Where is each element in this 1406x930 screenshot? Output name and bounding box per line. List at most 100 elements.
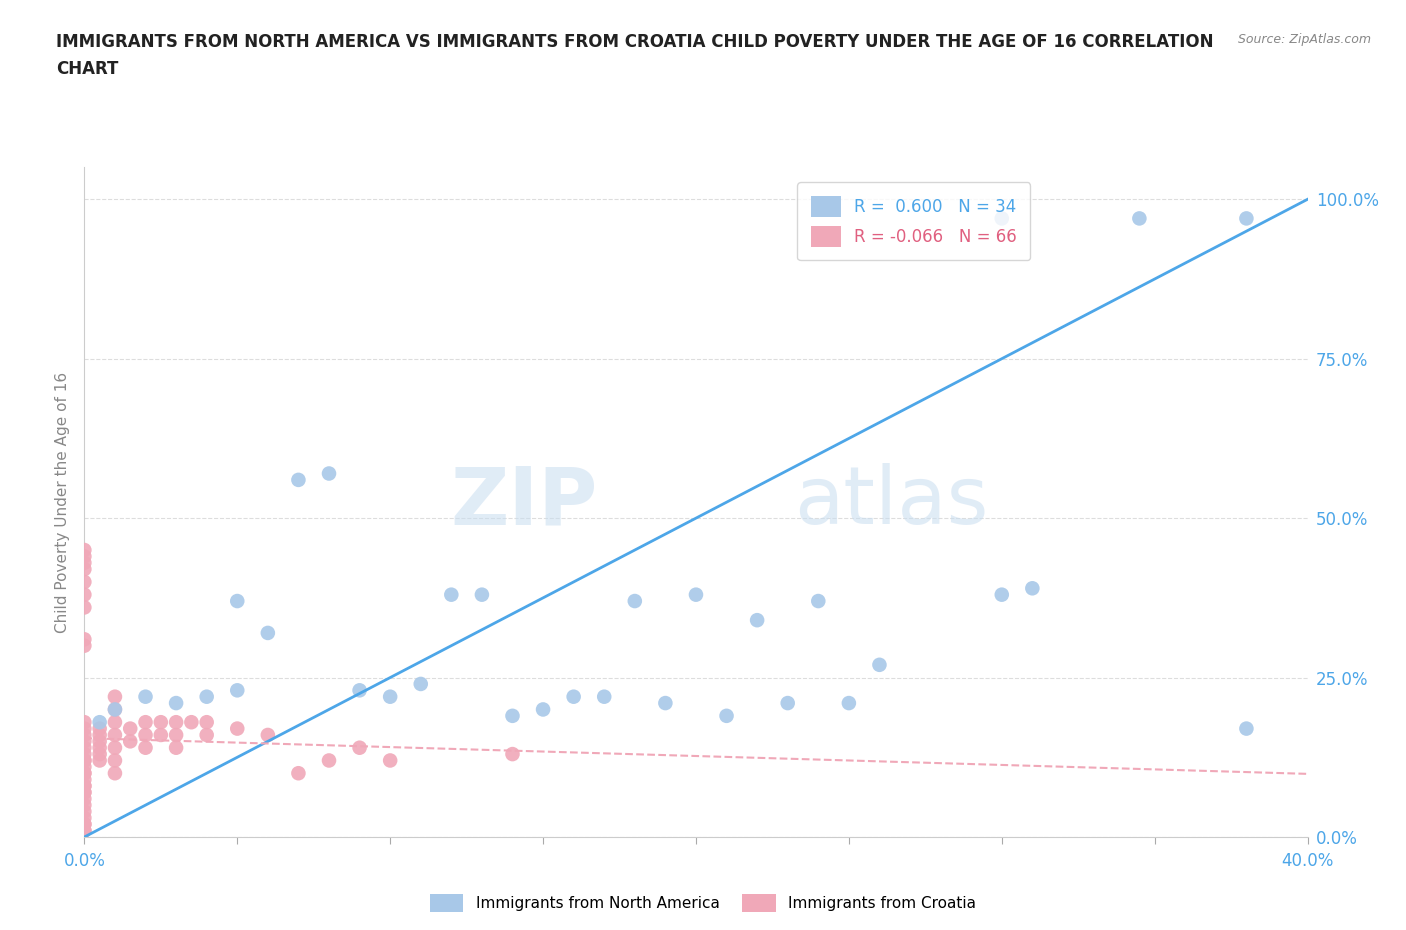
Point — [73, 631, 96, 646]
Text: ZIP: ZIP — [451, 463, 598, 541]
Point — [838, 696, 860, 711]
Point — [287, 472, 309, 487]
Point — [624, 593, 647, 608]
Point — [73, 542, 96, 557]
Point — [531, 702, 554, 717]
Text: Source: ZipAtlas.com: Source: ZipAtlas.com — [1237, 33, 1371, 46]
Point — [991, 211, 1014, 226]
Point — [120, 734, 142, 749]
Point — [89, 715, 111, 730]
Point — [73, 753, 96, 768]
Point — [73, 804, 96, 819]
Point — [318, 466, 340, 481]
Point — [257, 626, 280, 641]
Point — [73, 753, 96, 768]
Text: CHART: CHART — [56, 60, 118, 78]
Point — [73, 765, 96, 780]
Point — [562, 689, 585, 704]
Point — [195, 715, 218, 730]
Point — [195, 727, 218, 742]
Point — [73, 791, 96, 806]
Point — [165, 740, 187, 755]
Text: atlas: atlas — [794, 463, 988, 541]
Point — [73, 747, 96, 762]
Point — [135, 689, 157, 704]
Point — [165, 715, 187, 730]
Point — [318, 753, 340, 768]
Point — [89, 734, 111, 749]
Point — [593, 689, 616, 704]
Point — [135, 715, 157, 730]
Point — [73, 575, 96, 590]
Point — [380, 689, 402, 704]
Point — [73, 817, 96, 831]
Point — [180, 715, 202, 730]
Point — [409, 676, 432, 691]
Point — [73, 823, 96, 838]
Point — [716, 709, 738, 724]
Point — [73, 740, 96, 755]
Point — [226, 721, 249, 736]
Point — [73, 798, 96, 813]
Point — [73, 765, 96, 780]
Point — [104, 702, 127, 717]
Point — [73, 562, 96, 577]
Point — [73, 810, 96, 825]
Point — [135, 727, 157, 742]
Point — [502, 709, 524, 724]
Point — [165, 696, 187, 711]
Text: IMMIGRANTS FROM NORTH AMERICA VS IMMIGRANTS FROM CROATIA CHILD POVERTY UNDER THE: IMMIGRANTS FROM NORTH AMERICA VS IMMIGRA… — [56, 33, 1213, 50]
Point — [654, 696, 676, 711]
Point — [349, 740, 371, 755]
Point — [73, 785, 96, 800]
Point — [73, 727, 96, 742]
Point — [73, 823, 96, 838]
Point — [89, 727, 111, 742]
Point — [104, 715, 127, 730]
Point — [89, 740, 111, 755]
Point — [685, 587, 707, 602]
Point — [104, 753, 127, 768]
Point — [73, 772, 96, 787]
Point — [73, 638, 96, 653]
Legend: Immigrants from North America, Immigrants from Croatia: Immigrants from North America, Immigrant… — [423, 888, 983, 918]
Point — [1128, 211, 1150, 226]
Point — [807, 593, 830, 608]
Point — [226, 593, 249, 608]
Point — [471, 587, 494, 602]
Point — [120, 721, 142, 736]
Point — [380, 753, 402, 768]
Point — [149, 727, 172, 742]
Point — [104, 727, 127, 742]
Point — [104, 702, 127, 717]
Point — [1021, 581, 1043, 596]
Point — [776, 696, 799, 711]
Point — [869, 658, 891, 672]
Point — [73, 587, 96, 602]
Point — [195, 689, 218, 704]
Point — [73, 785, 96, 800]
Point — [89, 747, 111, 762]
Legend: R =  0.600   N = 34, R = -0.066   N = 66: R = 0.600 N = 34, R = -0.066 N = 66 — [797, 182, 1031, 260]
Point — [73, 600, 96, 615]
Point — [73, 760, 96, 775]
Point — [73, 734, 96, 749]
Point — [73, 721, 96, 736]
Y-axis label: Child Poverty Under the Age of 16: Child Poverty Under the Age of 16 — [55, 372, 70, 632]
Point — [89, 753, 111, 768]
Point — [73, 715, 96, 730]
Point — [1234, 721, 1257, 736]
Point — [1234, 211, 1257, 226]
Point — [165, 727, 187, 742]
Point — [73, 778, 96, 793]
Point — [104, 740, 127, 755]
Point — [149, 715, 172, 730]
Point — [89, 721, 111, 736]
Point — [747, 613, 769, 628]
Point — [104, 689, 127, 704]
Point — [226, 683, 249, 698]
Point — [73, 778, 96, 793]
Point — [73, 555, 96, 570]
Point — [257, 727, 280, 742]
Point — [440, 587, 463, 602]
